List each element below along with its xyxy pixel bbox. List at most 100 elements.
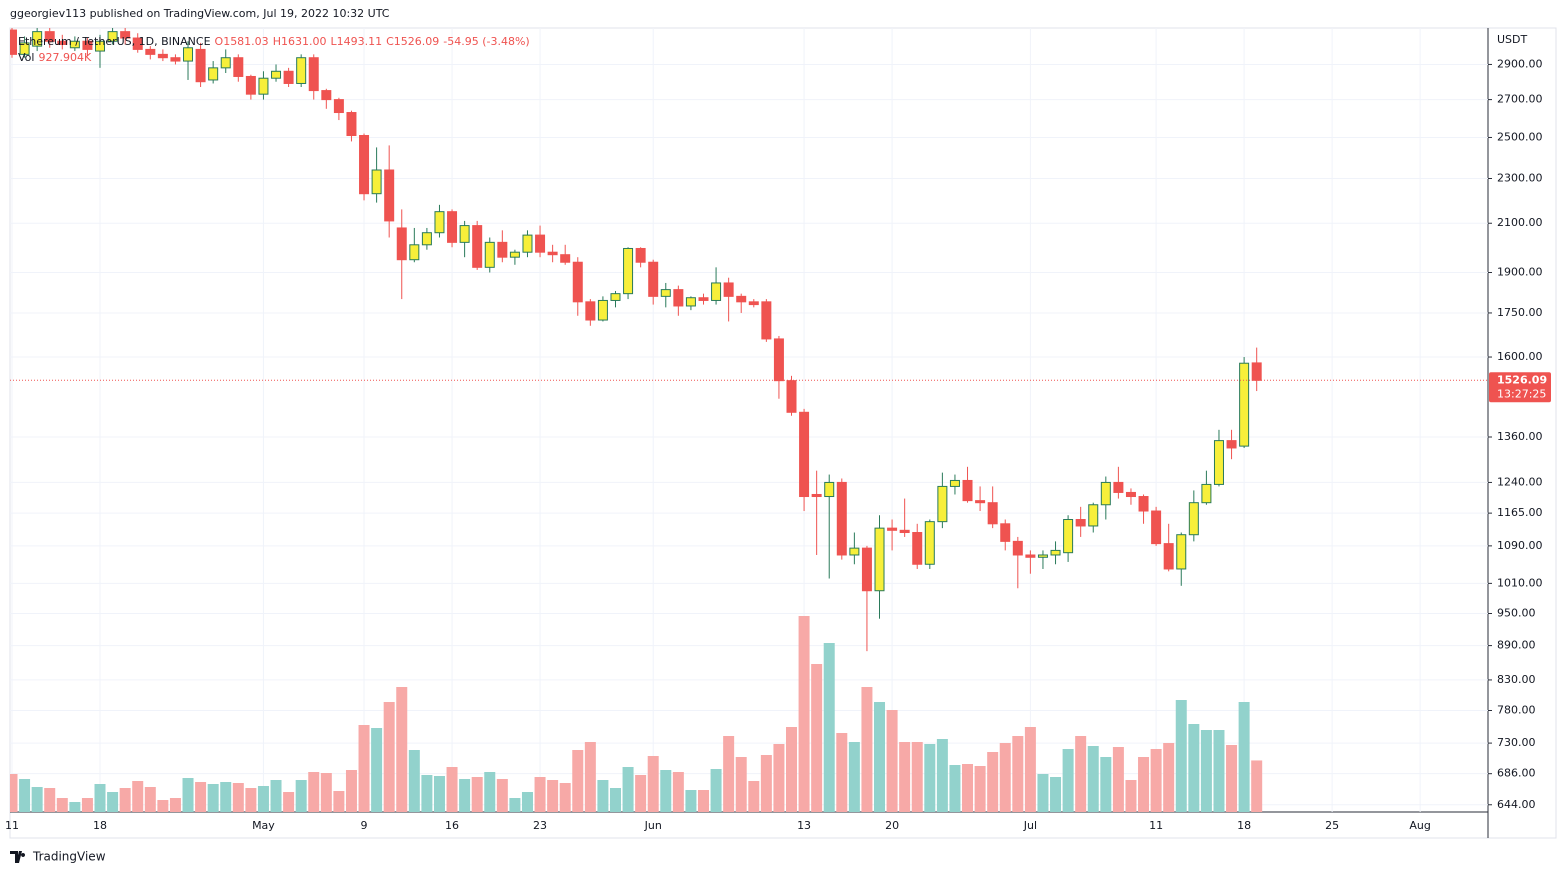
volume-bar — [119, 788, 131, 812]
legend-row: Ethereum / TetherUS, 1D, BINANCE O1581.03… — [18, 34, 530, 50]
candle-body — [258, 77, 269, 95]
price-tag-value: 1526.09 — [1497, 373, 1547, 386]
candle-body — [120, 31, 131, 39]
volume-bar — [660, 770, 672, 812]
candles — [10, 28, 1488, 652]
volume-bar — [132, 781, 144, 812]
logo-text: TradingView — [32, 850, 106, 864]
candle-body — [321, 90, 332, 101]
volume-bar — [672, 772, 684, 812]
candle-body — [459, 225, 470, 243]
x-tick-label: 11 — [1149, 819, 1163, 832]
candle-body — [572, 261, 583, 303]
volume-bar — [1163, 743, 1175, 812]
candle-body — [861, 547, 872, 592]
candle-body — [1213, 440, 1224, 485]
candle-body — [32, 31, 43, 47]
y-tick-label: 2900.00 — [1497, 57, 1543, 70]
volume-bar — [19, 779, 31, 812]
volume-bar — [735, 757, 747, 812]
volume-bar — [107, 792, 119, 812]
candle-body — [1251, 362, 1262, 381]
candle-body — [1100, 481, 1111, 506]
volume-bar — [195, 782, 207, 812]
x-tick-label: Jun — [644, 819, 662, 832]
legend-row: Vol 927.904K — [18, 50, 530, 66]
price-tag — [1489, 372, 1551, 403]
candle-body — [509, 251, 520, 258]
volume-bar — [697, 790, 709, 812]
legend-high: H1631.00 — [272, 35, 327, 48]
candle-body — [1138, 496, 1149, 512]
candle-body — [773, 338, 784, 382]
volume-bar — [874, 702, 886, 812]
volume-bar — [1150, 749, 1162, 812]
volume-bar — [157, 800, 169, 812]
candle-body — [912, 532, 923, 565]
volume-bar — [1200, 730, 1212, 812]
y-tick-label: 2700.00 — [1497, 93, 1543, 106]
candle-body — [849, 547, 860, 556]
candle-body — [208, 67, 219, 81]
candle-body — [1226, 440, 1237, 449]
volume-bar — [760, 755, 772, 812]
candle-body — [384, 169, 395, 222]
volume-bar — [1125, 780, 1137, 812]
y-tick-label: 1360.00 — [1497, 430, 1543, 443]
candle-body — [736, 295, 747, 303]
volume-bar — [1188, 724, 1200, 812]
x-tick-label: 23 — [533, 819, 547, 832]
candle-body — [308, 57, 319, 92]
candle-body — [899, 529, 910, 534]
candle-body — [220, 57, 231, 69]
candle-body — [1000, 523, 1011, 542]
volume-bar — [1175, 700, 1187, 812]
candle-body — [786, 380, 797, 413]
candle-body — [421, 232, 432, 246]
volume-bar — [31, 787, 43, 812]
candle-body — [145, 48, 156, 55]
candle-body — [371, 169, 382, 195]
candle-body — [761, 301, 772, 340]
x-tick-label: 9 — [361, 819, 368, 832]
y-tick-label: 2300.00 — [1497, 171, 1543, 184]
volume-bar — [622, 767, 634, 812]
candle-body — [1113, 481, 1124, 493]
candle-body — [183, 47, 194, 62]
legend-change: -54.95 (-3.48%) — [443, 35, 530, 48]
volume-bar — [823, 643, 835, 812]
volume-bar — [962, 764, 974, 812]
volume-bar — [647, 756, 659, 812]
candle-body — [685, 297, 696, 307]
volume-bar — [911, 742, 923, 812]
y-tick-label: 830.00 — [1497, 673, 1536, 686]
y-tick-label: 1010.00 — [1497, 576, 1543, 589]
volume-bar — [811, 664, 823, 812]
candle-body — [1025, 554, 1036, 558]
candle-body — [597, 299, 608, 321]
volume-bar — [936, 739, 948, 812]
volume-bar — [584, 742, 596, 812]
volume-bar — [257, 786, 269, 812]
volume-bar — [308, 772, 320, 812]
volume-bar — [773, 744, 785, 812]
candle-body — [975, 500, 986, 504]
volume-bar — [1213, 730, 1225, 812]
candle-body — [245, 75, 256, 95]
candle-body — [107, 31, 118, 42]
volume-bar — [421, 775, 433, 812]
candle-body — [57, 40, 68, 45]
volume-bar — [10, 774, 18, 812]
candle-body — [610, 293, 621, 301]
volume-bar — [949, 765, 961, 812]
x-tick-label: May — [252, 819, 275, 832]
volume-bar — [1251, 760, 1263, 812]
candle-body — [296, 57, 307, 84]
volume-bar — [924, 744, 936, 812]
candle-body — [195, 48, 206, 83]
volume-bar — [459, 779, 471, 812]
volume-bar — [283, 792, 295, 812]
candle-body — [1151, 510, 1162, 545]
candle-body — [698, 297, 709, 301]
volume-pane — [10, 616, 1263, 812]
